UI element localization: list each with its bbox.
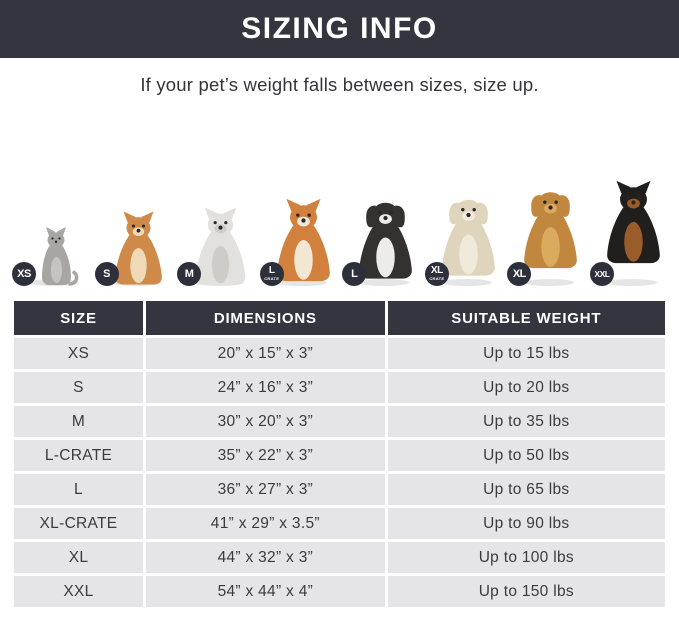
weight-cell: Up to 15 lbs [387,338,665,369]
size-cell: XL [14,542,143,573]
size-badge: XXL [589,262,614,286]
size-cell: XS [14,338,143,369]
pet-slot-border-collie: L [340,189,421,290]
pet-shadow [606,279,657,286]
weight-cell: Up to 90 lbs [387,508,665,539]
size-badge: L CRATE [259,262,284,286]
weight-cell: Up to 50 lbs [387,440,665,471]
size-badge: L [342,262,367,286]
table-row: XL-CRATE 41” x 29” x 3.5” Up to 90 lbs [14,508,665,539]
size-badge: M [177,262,202,286]
pet-slot-shiba-inu: L CRATE [258,194,339,290]
size-cell: L-CRATE [14,440,143,471]
weight-cell: Up to 65 lbs [387,474,665,505]
size-badge-label: L [351,267,358,280]
size-cell: S [14,372,143,403]
size-cell: L [14,474,143,505]
size-badge-label: M [184,267,194,280]
size-cell: XL-CRATE [14,508,143,539]
pet-slot-doberman: XXL [588,158,669,290]
size-cell: M [14,406,143,437]
size-badge-label: S [103,267,110,280]
table-row: XXL 54” x 44” x 4” Up to 150 lbs [14,576,665,607]
subtitle: If your pet’s weight falls between sizes… [140,74,539,95]
dimensions-cell: 41” x 29” x 3.5” [146,508,385,539]
size-badge-sub: CRATE [429,276,445,281]
size-badge: S [94,262,119,286]
table-header-row: SIZE DIMENSIONS SUITABLE WEIGHT [14,301,665,335]
pet-slot-pomeranian: S [93,210,174,290]
size-cell: XXL [14,576,143,607]
pet-slot-labrador: XL CRATE [423,183,504,290]
size-badge-label: XXL [594,268,610,279]
table-row: XL 44” x 32” x 3” Up to 100 lbs [14,542,665,573]
col-header-dimensions: DIMENSIONS [146,301,385,335]
dimensions-cell: 36” x 27” x 3” [146,474,385,505]
size-badge-label: XL [430,265,443,276]
pet-shadow [276,279,327,286]
page-title: SIZING INFO [241,12,438,45]
size-badge: XL [507,262,532,286]
col-header-size: SIZE [14,301,143,335]
table-row: L-CRATE 35” x 22” x 3” Up to 50 lbs [14,440,665,471]
dimensions-cell: 44” x 32” x 3” [146,542,385,573]
dimensions-cell: 20” x 15” x 3” [146,338,385,369]
size-badge: XS [12,262,36,286]
weight-cell: Up to 20 lbs [387,372,665,403]
dimensions-cell: 30” x 20” x 3” [146,406,385,437]
size-badge-label: L [268,265,275,276]
size-badge-label: XS [17,267,31,280]
table-row: XS 20” x 15” x 3” Up to 15 lbs [14,338,665,369]
col-header-weight: SUITABLE WEIGHT [387,301,665,335]
size-badge-label: XL [512,267,527,280]
pets-row: XS S M L CRATE L [0,112,679,290]
dimensions-cell: 35” x 22” x 3” [146,440,385,471]
dimensions-cell: 54” x 44” x 4” [146,576,385,607]
pet-slot-french-bulldog: M [175,206,256,290]
pet-shadow [441,279,492,286]
size-table: SIZE DIMENSIONS SUITABLE WEIGHT XS 20” x… [11,298,668,610]
dimensions-cell: 24” x 16” x 3” [146,372,385,403]
pet-shadow [358,279,410,286]
header-band: SIZING INFO [0,0,679,58]
pet-slot-golden-retriever: XL [505,168,586,290]
pet-shadow [524,279,575,286]
weight-cell: Up to 35 lbs [387,406,665,437]
pet-cat-image [31,226,81,286]
size-badge-sub: CRATE [264,276,280,281]
size-badge: XL CRATE [424,262,449,286]
weight-cell: Up to 150 lbs [387,576,665,607]
table-row: M 30” x 20” x 3” Up to 35 lbs [14,406,665,437]
table-row: L 36” x 27” x 3” Up to 65 lbs [14,474,665,505]
table-row: S 24” x 16” x 3” Up to 20 lbs [14,372,665,403]
weight-cell: Up to 100 lbs [387,542,665,573]
pet-slot-cat: XS [10,226,91,290]
